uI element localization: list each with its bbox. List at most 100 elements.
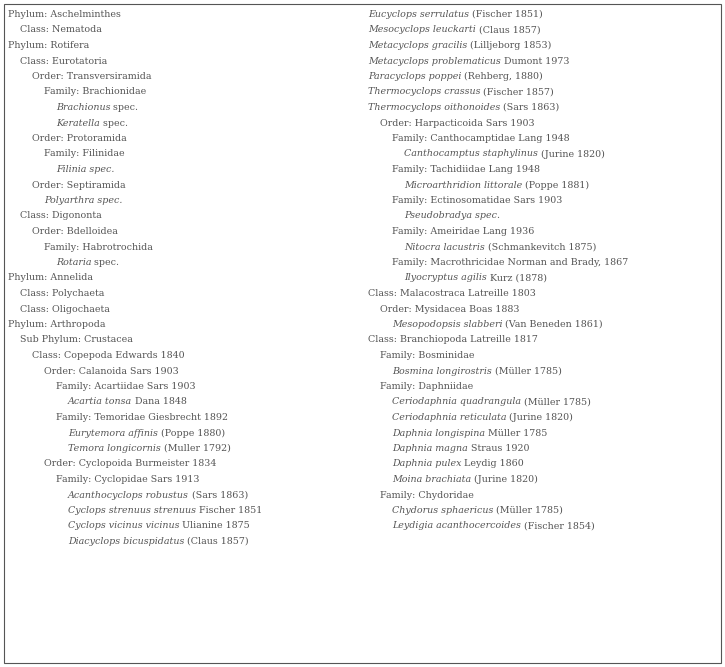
Text: (Fischer 1854): (Fischer 1854) bbox=[521, 522, 594, 530]
Text: Ulianine 1875: Ulianine 1875 bbox=[180, 522, 250, 530]
Text: Phylum: Annelida: Phylum: Annelida bbox=[8, 273, 93, 283]
Text: Family: Bosminidae: Family: Bosminidae bbox=[380, 351, 474, 360]
Text: Leydigia acanthocercoides: Leydigia acanthocercoides bbox=[392, 522, 521, 530]
Text: Mesocyclops leuckarti: Mesocyclops leuckarti bbox=[368, 25, 476, 35]
Text: Family: Chydoridae: Family: Chydoridae bbox=[380, 490, 474, 500]
Text: Family: Habrotrochida: Family: Habrotrochida bbox=[44, 243, 153, 251]
Text: Class: Oligochaeta: Class: Oligochaeta bbox=[20, 305, 110, 313]
Text: Family: Macrothricidae Norman and Brady, 1867: Family: Macrothricidae Norman and Brady,… bbox=[392, 258, 629, 267]
Text: Ceriodaphnia reticulata: Ceriodaphnia reticulata bbox=[392, 413, 507, 422]
Text: Family: Tachidiidae Lang 1948: Family: Tachidiidae Lang 1948 bbox=[392, 165, 540, 174]
Text: (Müller 1785): (Müller 1785) bbox=[492, 366, 562, 376]
Text: Nitocra lacustris: Nitocra lacustris bbox=[404, 243, 485, 251]
Text: Class: Copepoda Edwards 1840: Class: Copepoda Edwards 1840 bbox=[32, 351, 185, 360]
Text: Metacyclops gracilis: Metacyclops gracilis bbox=[368, 41, 467, 50]
Text: (Claus 1857): (Claus 1857) bbox=[184, 537, 249, 546]
Text: Family: Ameiridae Lang 1936: Family: Ameiridae Lang 1936 bbox=[392, 227, 534, 236]
Text: Eucyclops serrulatus: Eucyclops serrulatus bbox=[368, 10, 469, 19]
Text: Family: Temoridae Giesbrecht 1892: Family: Temoridae Giesbrecht 1892 bbox=[56, 413, 228, 422]
Text: Cyclops strenuus strenuus: Cyclops strenuus strenuus bbox=[68, 506, 196, 515]
Text: Phylum: Rotifera: Phylum: Rotifera bbox=[8, 41, 89, 50]
Text: Daphnia pulex: Daphnia pulex bbox=[392, 460, 462, 468]
Text: (Schmankevitch 1875): (Schmankevitch 1875) bbox=[485, 243, 596, 251]
Text: spec.: spec. bbox=[100, 119, 128, 127]
Text: (Poppe 1880): (Poppe 1880) bbox=[158, 428, 225, 438]
Text: Family: Brachionidae: Family: Brachionidae bbox=[44, 87, 146, 97]
Text: Class: Polychaeta: Class: Polychaeta bbox=[20, 289, 104, 298]
Text: Order: Calanoida Sars 1903: Order: Calanoida Sars 1903 bbox=[44, 366, 179, 376]
Text: (Lilljeborg 1853): (Lilljeborg 1853) bbox=[467, 41, 552, 50]
Text: Moina brachiata: Moina brachiata bbox=[392, 475, 471, 484]
Text: Ceriodaphnia quadrangula: Ceriodaphnia quadrangula bbox=[392, 398, 521, 406]
Text: Rotaria: Rotaria bbox=[56, 258, 91, 267]
Text: Chydorus sphaericus: Chydorus sphaericus bbox=[392, 506, 494, 515]
Text: Dumont 1973: Dumont 1973 bbox=[501, 57, 569, 65]
Text: Daphnia magna: Daphnia magna bbox=[392, 444, 468, 453]
Text: (Van Beneden 1861): (Van Beneden 1861) bbox=[502, 320, 603, 329]
Text: Family: Acartiidae Sars 1903: Family: Acartiidae Sars 1903 bbox=[56, 382, 196, 391]
Text: Diacyclops bicuspidatus: Diacyclops bicuspidatus bbox=[68, 537, 184, 546]
Text: Ilyocryptus agilis: Ilyocryptus agilis bbox=[404, 273, 486, 283]
Text: Brachionus: Brachionus bbox=[56, 103, 110, 112]
Text: (Sars 1863): (Sars 1863) bbox=[189, 490, 248, 500]
Text: Canthocamptus staphylinus: Canthocamptus staphylinus bbox=[404, 149, 538, 159]
Text: (Jurine 1820): (Jurine 1820) bbox=[507, 413, 573, 422]
Text: Family: Canthocamptidae Lang 1948: Family: Canthocamptidae Lang 1948 bbox=[392, 134, 570, 143]
Text: Straus 1920: Straus 1920 bbox=[468, 444, 529, 453]
Text: Family: Filinidae: Family: Filinidae bbox=[44, 149, 125, 159]
Text: Class: Branchiopoda Latreille 1817: Class: Branchiopoda Latreille 1817 bbox=[368, 336, 538, 344]
Text: Family: Daphniidae: Family: Daphniidae bbox=[380, 382, 473, 391]
Text: Kurz (1878): Kurz (1878) bbox=[486, 273, 547, 283]
Text: Acartia tonsa: Acartia tonsa bbox=[68, 398, 132, 406]
Text: Mesopodopsis slabberi: Mesopodopsis slabberi bbox=[392, 320, 502, 329]
Text: (Claus 1857): (Claus 1857) bbox=[476, 25, 540, 35]
Text: Müller 1785: Müller 1785 bbox=[485, 428, 547, 438]
Text: (Muller 1792): (Muller 1792) bbox=[161, 444, 231, 453]
Text: Leydig 1860: Leydig 1860 bbox=[462, 460, 524, 468]
Text: Temora longicornis: Temora longicornis bbox=[68, 444, 161, 453]
Text: Family: Ectinosomatidae Sars 1903: Family: Ectinosomatidae Sars 1903 bbox=[392, 196, 563, 205]
Text: Order: Septiramida: Order: Septiramida bbox=[32, 181, 125, 189]
Text: (Jurine 1820): (Jurine 1820) bbox=[471, 475, 538, 484]
Text: Eurytemora affinis: Eurytemora affinis bbox=[68, 428, 158, 438]
Text: Paracyclops poppei: Paracyclops poppei bbox=[368, 72, 461, 81]
Text: Phylum: Arthropoda: Phylum: Arthropoda bbox=[8, 320, 106, 329]
Text: Daphnia longispina: Daphnia longispina bbox=[392, 428, 485, 438]
Text: spec.: spec. bbox=[110, 103, 138, 112]
Text: (Fischer 1851): (Fischer 1851) bbox=[469, 10, 543, 19]
Text: Fischer 1851: Fischer 1851 bbox=[196, 506, 262, 515]
Text: Filinia spec.: Filinia spec. bbox=[56, 165, 115, 174]
Text: Order: Protoramida: Order: Protoramida bbox=[32, 134, 127, 143]
Text: Phylum: Aschelminthes: Phylum: Aschelminthes bbox=[8, 10, 121, 19]
Text: Sub Phylum: Crustacea: Sub Phylum: Crustacea bbox=[20, 336, 133, 344]
Text: Order: Transversiramida: Order: Transversiramida bbox=[32, 72, 152, 81]
Text: Acanthocyclops robustus: Acanthocyclops robustus bbox=[68, 490, 189, 500]
Text: (Rehberg, 1880): (Rehberg, 1880) bbox=[461, 72, 543, 81]
Text: (Fischer 1857): (Fischer 1857) bbox=[481, 87, 554, 97]
Text: Dana 1848: Dana 1848 bbox=[132, 398, 187, 406]
Text: (Sars 1863): (Sars 1863) bbox=[500, 103, 560, 112]
Text: Thermocyclops crassus: Thermocyclops crassus bbox=[368, 87, 481, 97]
Text: (Jurine 1820): (Jurine 1820) bbox=[538, 149, 605, 159]
Text: Pseudobradya spec.: Pseudobradya spec. bbox=[404, 211, 500, 221]
Text: Family: Cyclopidae Sars 1913: Family: Cyclopidae Sars 1913 bbox=[56, 475, 199, 484]
Text: Class: Nematoda: Class: Nematoda bbox=[20, 25, 102, 35]
Text: Microarthridion littorale: Microarthridion littorale bbox=[404, 181, 522, 189]
Text: Order: Harpacticoida Sars 1903: Order: Harpacticoida Sars 1903 bbox=[380, 119, 534, 127]
Text: Order: Bdelloidea: Order: Bdelloidea bbox=[32, 227, 118, 236]
Text: Class: Malacostraca Latreille 1803: Class: Malacostraca Latreille 1803 bbox=[368, 289, 536, 298]
Text: Order: Mysidacea Boas 1883: Order: Mysidacea Boas 1883 bbox=[380, 305, 520, 313]
Text: Cyclops vicinus vicinus: Cyclops vicinus vicinus bbox=[68, 522, 180, 530]
Text: Bosmina longirostris: Bosmina longirostris bbox=[392, 366, 492, 376]
Text: Thermocyclops oithonoides: Thermocyclops oithonoides bbox=[368, 103, 500, 112]
Text: Class: Digononta: Class: Digononta bbox=[20, 211, 102, 221]
Text: Class: Eurotatoria: Class: Eurotatoria bbox=[20, 57, 107, 65]
Text: Polyarthra spec.: Polyarthra spec. bbox=[44, 196, 123, 205]
Text: (Müller 1785): (Müller 1785) bbox=[494, 506, 563, 515]
Text: (Poppe 1881): (Poppe 1881) bbox=[522, 181, 589, 189]
Text: Keratella: Keratella bbox=[56, 119, 100, 127]
Text: Metacyclops problematicus: Metacyclops problematicus bbox=[368, 57, 501, 65]
Text: (Müller 1785): (Müller 1785) bbox=[521, 398, 591, 406]
Text: Order: Cyclopoida Burmeister 1834: Order: Cyclopoida Burmeister 1834 bbox=[44, 460, 216, 468]
Text: spec.: spec. bbox=[91, 258, 120, 267]
